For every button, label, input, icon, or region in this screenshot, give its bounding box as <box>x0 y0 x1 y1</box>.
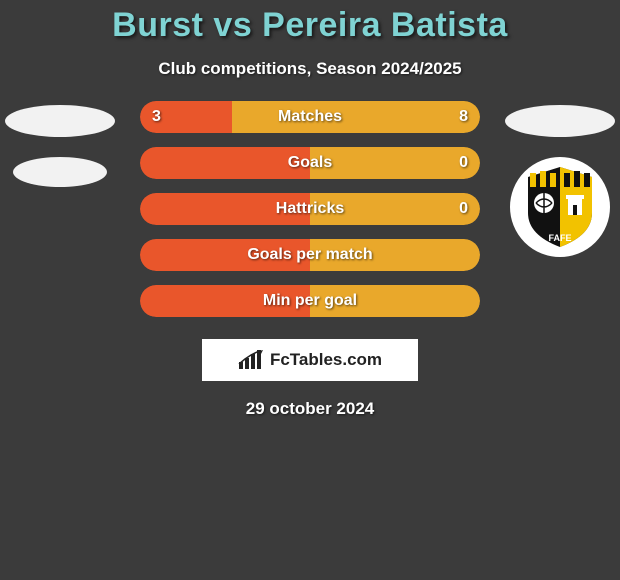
stat-bar: Hattricks 0 <box>140 193 480 225</box>
fafe-shield-icon: FAFE <box>520 163 600 251</box>
date-label: 29 october 2024 <box>0 399 620 419</box>
player-right-photo-placeholder <box>505 105 615 137</box>
bar-value-right: 0 <box>459 154 468 172</box>
bar-label: Matches <box>278 108 342 126</box>
player-left-column <box>0 105 120 187</box>
bar-label: Goals per match <box>247 246 372 264</box>
bar-fill-right <box>232 101 480 133</box>
bar-value-left: 3 <box>152 108 161 126</box>
bar-label: Hattricks <box>276 200 344 218</box>
page-title: Burst vs Pereira Batista <box>0 0 620 45</box>
fctables-label: FcTables.com <box>270 350 382 370</box>
fctables-badge: FcTables.com <box>202 339 418 381</box>
club-left-logo-placeholder <box>13 157 107 187</box>
stat-bar: Goals per match <box>140 239 480 271</box>
player-right-column: FAFE <box>500 105 620 257</box>
subtitle: Club competitions, Season 2024/2025 <box>0 59 620 79</box>
club-right-logo: FAFE <box>510 157 610 257</box>
bar-fill-right <box>310 147 480 179</box>
bar-label: Goals <box>288 154 332 172</box>
svg-text:FAFE: FAFE <box>548 233 571 243</box>
stat-bar: Min per goal <box>140 285 480 317</box>
comparison-content: FAFE Matches 3 8 Goals 0 Hattricks 0 Goals per … <box>0 101 620 317</box>
stat-bar: Matches 3 8 <box>140 101 480 133</box>
stat-bar: Goals 0 <box>140 147 480 179</box>
player-left-photo-placeholder <box>5 105 115 137</box>
bar-value-right: 8 <box>459 108 468 126</box>
chart-icon <box>238 350 264 370</box>
stat-bars: Matches 3 8 Goals 0 Hattricks 0 Goals per match… <box>140 101 480 317</box>
bar-fill-left <box>140 147 310 179</box>
bar-value-right: 0 <box>459 200 468 218</box>
bar-label: Min per goal <box>263 292 357 310</box>
